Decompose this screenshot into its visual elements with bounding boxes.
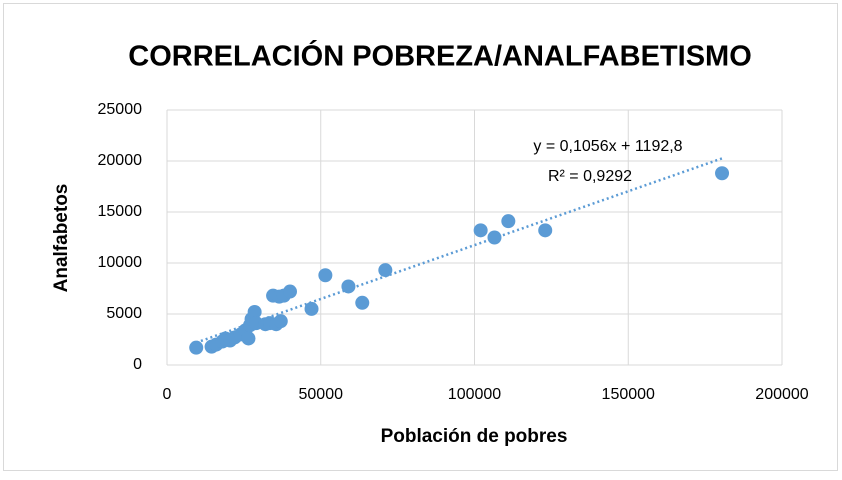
point (473, 223, 488, 238)
point (355, 295, 370, 310)
point (715, 166, 730, 181)
chart-frame (3, 3, 838, 471)
y-tick-label: 5000 (106, 305, 142, 322)
point (304, 301, 319, 316)
point (318, 268, 333, 283)
y-tick-label: 0 (133, 356, 142, 373)
y-tick-label: 15000 (98, 203, 143, 220)
chart-title: CORRELACIÓN POBREZA/ANALFABETISMO (128, 39, 752, 73)
x-tick-label: 200000 (755, 386, 808, 403)
x-tick-label: 150000 (602, 386, 655, 403)
point (189, 340, 204, 355)
x-tick-label: 100000 (448, 386, 501, 403)
point (378, 263, 393, 278)
point (538, 223, 553, 238)
point (241, 331, 256, 346)
trendline-r-squared: R² = 0,9292 (548, 168, 632, 185)
point (341, 279, 356, 294)
x-axis-label: Población de pobres (381, 426, 568, 447)
y-tick-label: 10000 (98, 254, 143, 271)
point (501, 214, 516, 229)
x-tick-label: 0 (163, 386, 172, 403)
point (283, 284, 297, 299)
point (487, 230, 502, 245)
y-tick-label: 25000 (98, 101, 143, 118)
x-tick-label: 50000 (299, 386, 344, 403)
y-tick-label: 20000 (98, 152, 143, 169)
y-axis-label: Analfabetos (51, 184, 72, 293)
point (247, 304, 262, 319)
point (273, 314, 288, 329)
trendline-equation: y = 0,1056x + 1192,8 (533, 138, 682, 155)
